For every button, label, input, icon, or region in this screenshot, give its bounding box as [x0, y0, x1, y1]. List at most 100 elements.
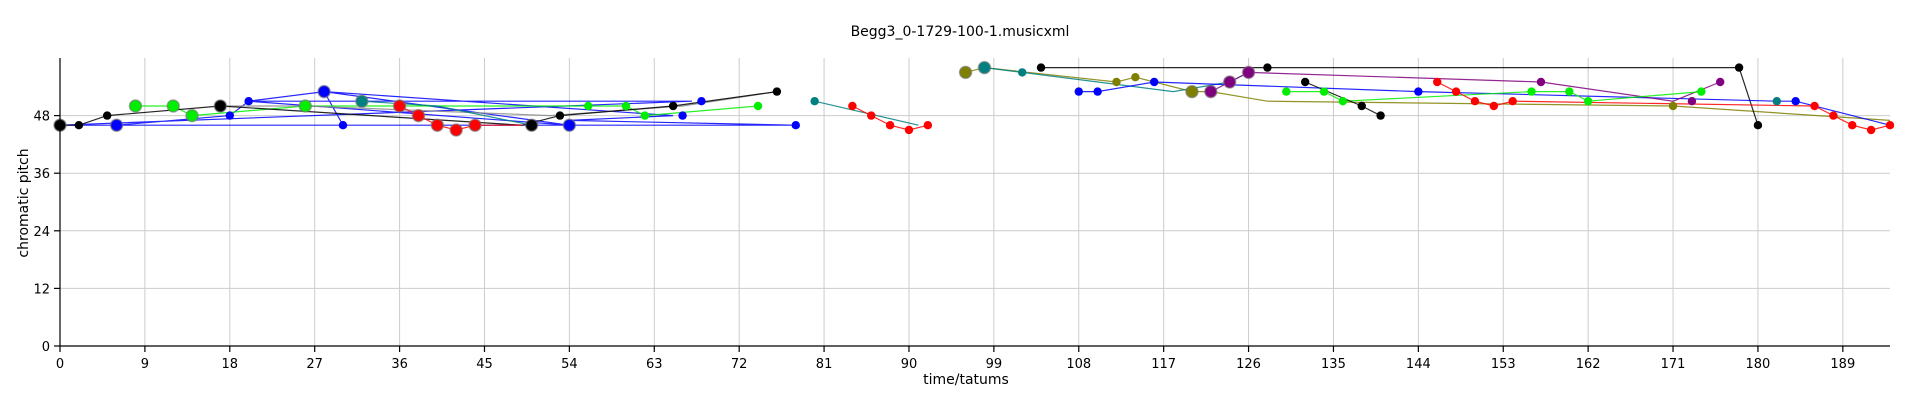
- data-point: [885, 121, 895, 130]
- x-tick-label: 108: [1066, 357, 1091, 372]
- data-point: [1753, 121, 1763, 130]
- data-point: [1489, 101, 1499, 111]
- data-point: [1527, 87, 1536, 96]
- data-point: [678, 111, 687, 120]
- y-tick-label: 12: [33, 282, 50, 297]
- data-point: [1470, 97, 1480, 106]
- x-tick-label: 0: [56, 357, 64, 372]
- series-line-olive: [965, 66, 1891, 121]
- data-point: [1687, 97, 1697, 106]
- data-point: [640, 111, 650, 120]
- x-tick-label: 171: [1661, 357, 1686, 372]
- data-point: [185, 108, 199, 123]
- x-tick-label: 72: [731, 357, 748, 372]
- data-point: [1414, 87, 1423, 96]
- data-point: [1319, 87, 1329, 96]
- x-tick-label: 36: [391, 357, 408, 372]
- y-tick-label: 36: [33, 167, 50, 182]
- data-point: [1772, 97, 1782, 106]
- data-point: [1829, 111, 1838, 120]
- data-point: [213, 99, 228, 113]
- data-point: [1866, 125, 1876, 135]
- data-point: [1300, 77, 1310, 87]
- data-point: [1508, 97, 1517, 106]
- data-point: [449, 123, 463, 137]
- x-tick-label: 90: [901, 357, 918, 372]
- data-point: [102, 111, 112, 120]
- data-point: [958, 65, 973, 80]
- data-point: [1241, 65, 1256, 80]
- data-point: [1536, 77, 1546, 87]
- x-tick-label: 27: [306, 357, 323, 372]
- data-point: [1263, 63, 1272, 72]
- data-point: [1716, 77, 1725, 87]
- series-line-gray: [220, 91, 777, 117]
- data-point: [298, 99, 313, 113]
- data-point: [1282, 87, 1291, 96]
- data-point: [1668, 101, 1678, 111]
- data-point: [668, 101, 678, 111]
- data-point: [772, 87, 782, 96]
- data-point: [1697, 87, 1706, 96]
- data-point: [468, 118, 482, 132]
- data-point: [562, 118, 577, 132]
- x-tick-label: 45: [476, 357, 493, 372]
- data-point: [1093, 87, 1102, 96]
- data-point: [848, 101, 857, 111]
- x-tick-label: 117: [1151, 357, 1176, 372]
- data-point: [1885, 121, 1895, 130]
- series-line-black: [1041, 66, 1759, 126]
- data-point: [1074, 87, 1083, 96]
- tick-labels: 0 9 18 27 36 45 54 63 72 81 90 99 108 117 126 135 144 153…: [33, 110, 1855, 372]
- y-tick-label: 0: [42, 340, 50, 355]
- data-point: [1150, 77, 1159, 87]
- data-point: [1734, 63, 1744, 72]
- y-tick-label: 48: [33, 110, 50, 125]
- axes: [54, 58, 1890, 352]
- data-point: [74, 121, 84, 130]
- data-point: [621, 101, 631, 111]
- data-point: [392, 99, 407, 113]
- x-tick-label: 9: [141, 357, 149, 372]
- data-point: [1204, 84, 1218, 99]
- data-point: [430, 118, 445, 132]
- data-point: [1357, 101, 1366, 111]
- data-point: [1185, 84, 1199, 99]
- x-tick-label: 144: [1406, 357, 1431, 372]
- x-tick-label: 18: [222, 357, 239, 372]
- x-tick-label: 180: [1746, 357, 1771, 372]
- data-point: [923, 121, 933, 130]
- chart-title: Begg3_0-1729-100-1.musicxml: [851, 24, 1070, 40]
- series-line-teal: [361, 100, 532, 126]
- x-tick-label: 54: [561, 357, 578, 372]
- data-point: [977, 60, 992, 75]
- data-point: [1451, 87, 1461, 96]
- data-points: [53, 60, 1895, 137]
- data-point: [411, 108, 426, 123]
- data-point: [904, 125, 914, 135]
- x-tick-label: 126: [1236, 357, 1261, 372]
- data-point: [1338, 97, 1348, 106]
- data-point: [128, 99, 143, 113]
- data-point: [1791, 97, 1800, 106]
- data-point: [697, 97, 706, 106]
- data-point: [584, 101, 593, 111]
- x-tick-label: 153: [1491, 357, 1516, 372]
- data-point: [810, 97, 819, 106]
- data-point: [1017, 68, 1027, 77]
- series-line-red: [1436, 81, 1891, 131]
- series-line-blue: [59, 90, 796, 126]
- x-tick-label: 81: [816, 357, 833, 372]
- data-point: [555, 111, 565, 120]
- data-point: [1565, 87, 1574, 96]
- y-axis-label: chromatic pitch: [16, 148, 32, 257]
- data-point: [524, 118, 539, 132]
- x-tick-label: 99: [986, 357, 1003, 372]
- data-point: [1376, 111, 1385, 120]
- data-point: [109, 118, 124, 132]
- data-point: [317, 84, 331, 99]
- data-point: [225, 111, 234, 120]
- x-tick-label: 189: [1830, 357, 1855, 372]
